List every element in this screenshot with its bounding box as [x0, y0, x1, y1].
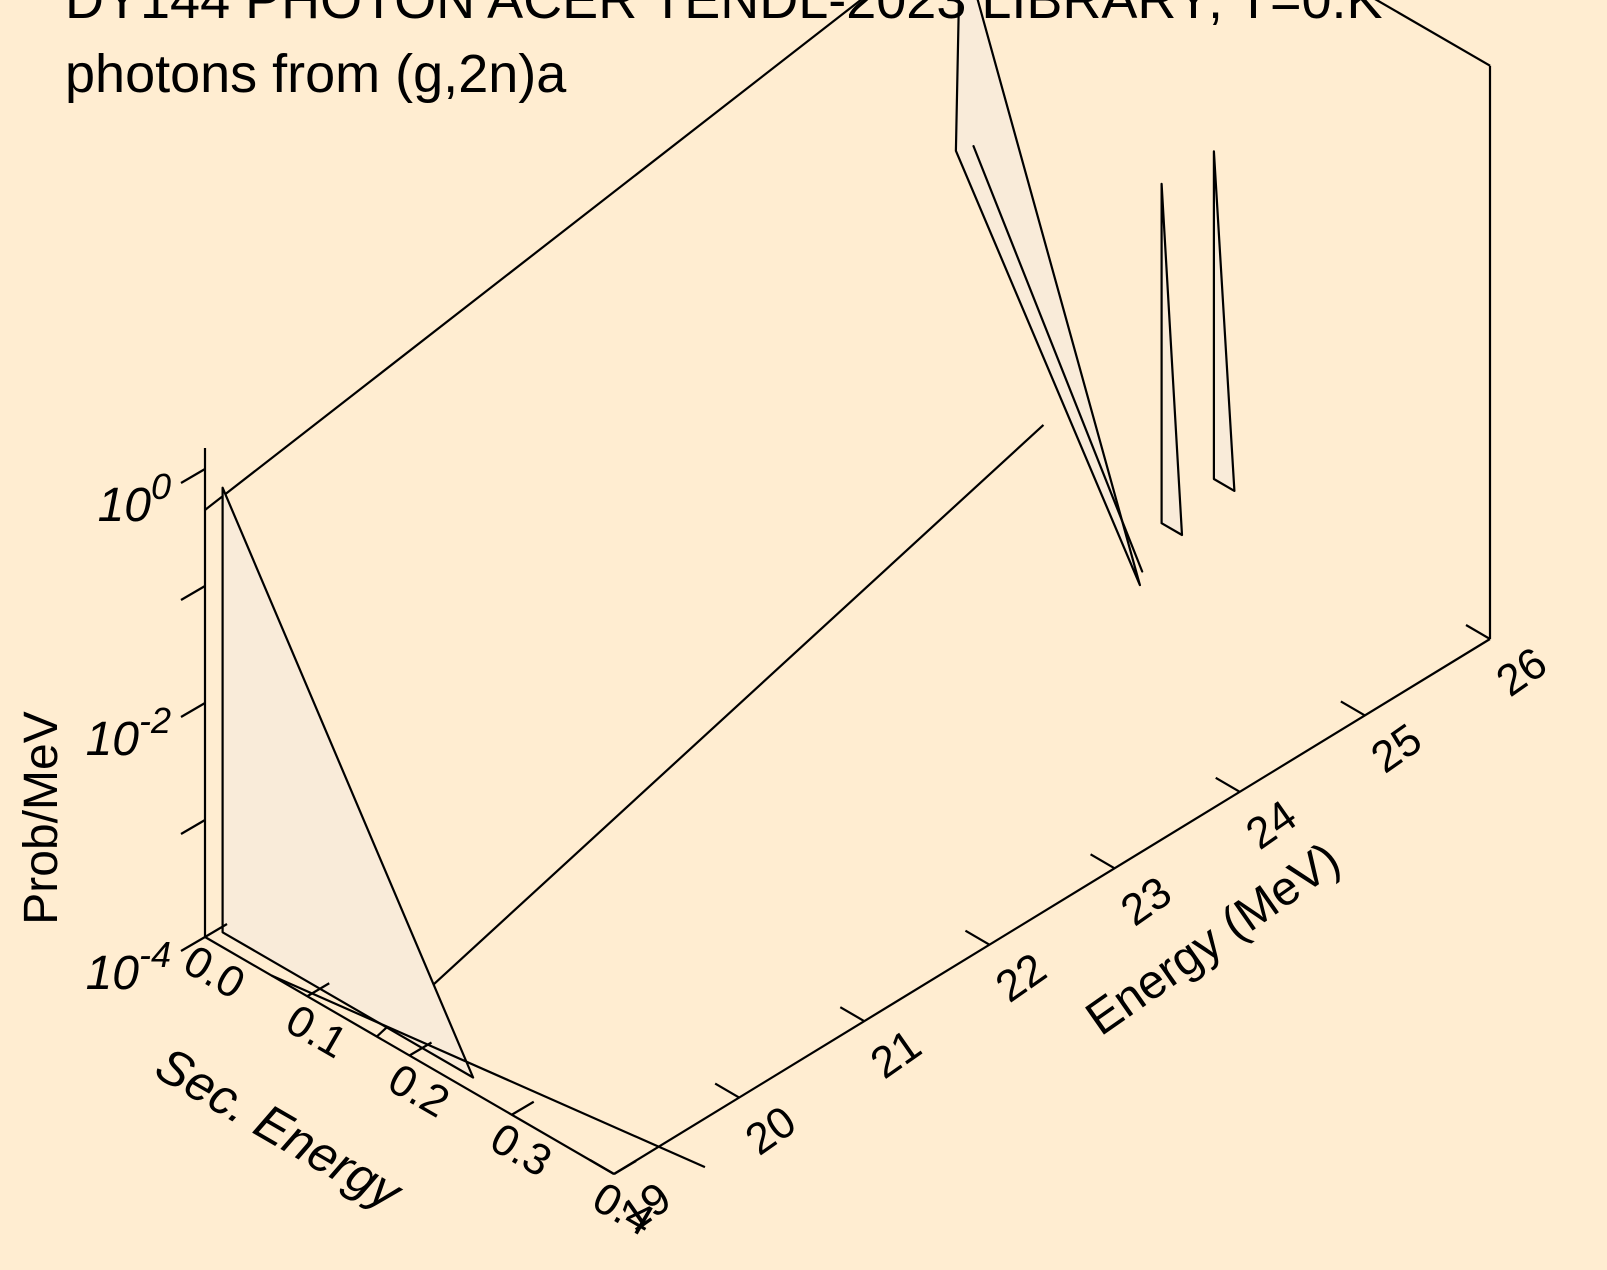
z-tick-label: 10-4 — [86, 934, 171, 1000]
chart-title-line-2: photons from (g,2n)a — [65, 44, 567, 104]
y-tick — [589, 1159, 615, 1175]
x-tick-label: 0.2 — [380, 1054, 457, 1127]
z-major-tick — [180, 468, 206, 484]
x-tick-label: 0.3 — [482, 1114, 559, 1187]
series-1-slice — [954, 0, 1142, 587]
z-major-tick — [180, 702, 206, 718]
y-tick — [1465, 624, 1491, 640]
right-wall-top-edge — [1374, 0, 1491, 67]
y-axis-line — [613, 638, 1491, 1175]
x-tick — [511, 1100, 535, 1116]
y-tick-label: 23 — [1112, 867, 1180, 935]
y-tick — [839, 1006, 865, 1023]
y-tick-label: 26 — [1488, 638, 1556, 706]
y-tick — [964, 929, 990, 946]
y-tick-label: 25 — [1362, 714, 1430, 782]
x-tick — [204, 923, 228, 938]
series-layer — [221, 0, 1236, 1079]
y-tick-label: 20 — [737, 1097, 805, 1165]
y-axis-label: Energy (MeV) — [1077, 833, 1350, 1046]
chart-title-line-1: DY144 PHOTON ACER TENDL-2023 LIBRARY; T=… — [65, 0, 1383, 30]
series-3-slice — [1160, 182, 1184, 537]
x-tick — [306, 982, 330, 998]
x-axis-label: Sec. Energy — [147, 1036, 413, 1222]
y-tick — [1340, 700, 1366, 717]
back-wall-top-edge — [204, 0, 863, 511]
x-tick — [408, 1041, 433, 1057]
z-minor-tick — [180, 585, 206, 601]
y-tick — [1090, 853, 1116, 870]
y-tick-label: 21 — [862, 1020, 930, 1088]
y-tick — [714, 1082, 740, 1099]
z-major-tick — [180, 936, 206, 952]
z-minor-tick — [180, 819, 206, 835]
axes-layer — [180, 447, 1491, 1175]
z-tick-label: 10-2 — [86, 700, 171, 766]
back-walls — [204, 0, 1492, 1038]
z-tick-label: 100 — [98, 466, 171, 532]
series-4-slice — [1212, 150, 1236, 492]
z-axis-label: Prob/MeV — [15, 711, 68, 924]
x-tick — [613, 1160, 637, 1175]
x-tick-label: 0.1 — [278, 995, 355, 1068]
series-0-slice — [221, 486, 475, 1079]
y-tick-label: 22 — [987, 944, 1055, 1012]
floor-slice-base — [271, 974, 706, 1169]
y-tick — [1215, 776, 1241, 793]
floor-back-edge — [376, 424, 1045, 1038]
series-2-slice — [972, 145, 1144, 573]
